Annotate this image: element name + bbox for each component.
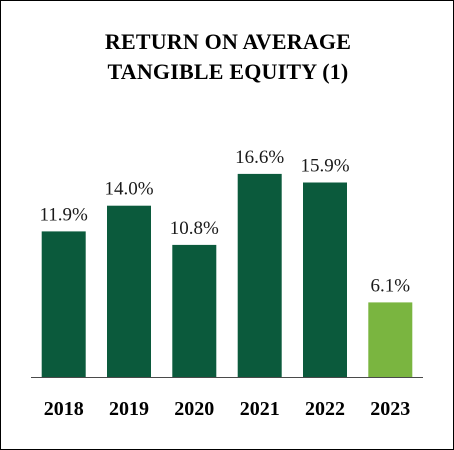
- value-label-2020: 10.8%: [170, 218, 219, 239]
- value-label-group: 11.9% 14.0% 10.8% 16.6% 15.9% 6.1%: [40, 147, 411, 297]
- bar-2021: [237, 173, 282, 377]
- value-label-2023: 6.1%: [371, 275, 411, 296]
- x-tick-label-2019: 2019: [109, 398, 149, 420]
- bar-2018: [41, 231, 86, 377]
- value-label-2018: 11.9%: [40, 204, 89, 225]
- x-tick-label-2021: 2021: [240, 398, 280, 420]
- bar-group: [41, 173, 413, 377]
- bar-2020: [172, 244, 217, 377]
- x-tick-label-2018: 2018: [44, 398, 84, 420]
- value-label-2022: 15.9%: [300, 156, 349, 177]
- x-tick-label-2020: 2020: [174, 398, 214, 420]
- bar-2022: [303, 182, 347, 377]
- bar-2019: [107, 205, 151, 377]
- chart-title-line-1: RETURN ON AVERAGE: [104, 29, 352, 54]
- x-tick-label-2023: 2023: [370, 398, 410, 420]
- value-label-2019: 14.0%: [104, 179, 153, 200]
- x-tick-label-2022: 2022: [305, 398, 345, 420]
- bar-2023: [368, 302, 413, 377]
- value-label-2021: 16.6%: [235, 147, 284, 168]
- chart-title-line-2: TANGIBLE EQUITY (1): [107, 59, 349, 84]
- x-tick-label-group: 2018 2019 2020 2021 2022 2023: [44, 398, 411, 420]
